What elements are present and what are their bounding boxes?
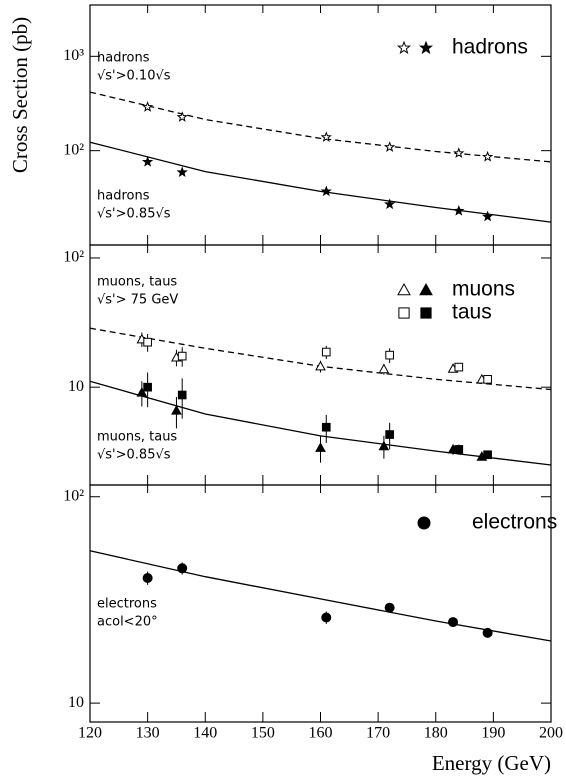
annotation: √s'>0.85√s [97, 448, 171, 463]
y-tick-label: 10² [63, 249, 84, 266]
x-tick-label: 140 [193, 725, 217, 742]
annotation: muons, taus [97, 275, 177, 290]
legend-label: muons [452, 278, 515, 301]
star-marker [320, 131, 332, 142]
fit-curve [89, 141, 552, 223]
square-marker [454, 362, 464, 372]
square-marker [483, 450, 492, 460]
triangle-marker [397, 282, 411, 296]
annotation: √s'>0.85√s [97, 207, 171, 222]
legend-label: taus [452, 301, 492, 324]
square-marker [398, 307, 410, 319]
circle-marker [417, 516, 431, 530]
fit-curve [89, 91, 552, 163]
square-marker [321, 422, 331, 432]
x-tick-label: 170 [366, 725, 390, 742]
star-marker [453, 204, 465, 216]
square-marker [321, 347, 331, 357]
star-marker [384, 198, 396, 210]
x-tick-label: 130 [136, 725, 160, 742]
star-marker [384, 141, 396, 153]
square-marker [143, 337, 152, 347]
y-tick-label: 10³ [63, 47, 84, 64]
star-marker [320, 185, 332, 197]
x-tick-label: 190 [481, 725, 505, 742]
triangle-marker [136, 386, 148, 397]
triangle-marker [315, 360, 326, 371]
triangle-marker [378, 440, 390, 451]
star-marker [481, 210, 494, 222]
legend-label: hadrons [452, 36, 528, 59]
star-marker [453, 147, 465, 158]
triangle-marker [419, 282, 433, 296]
x-tick-label: 160 [309, 725, 333, 742]
x-tick-label: 150 [251, 725, 275, 742]
square-marker [177, 390, 187, 400]
triangle-marker [171, 404, 182, 415]
annotation: √s'>0.10√s [97, 69, 171, 84]
y-tick-label: 10² [63, 487, 84, 504]
circle-marker [482, 627, 493, 638]
square-marker [483, 375, 492, 384]
square-marker [420, 307, 432, 319]
legend-label: electrons [472, 511, 557, 534]
square-marker [385, 430, 394, 439]
annotation: acol<20° [97, 615, 158, 630]
circle-marker [142, 572, 153, 583]
star-marker [418, 40, 434, 55]
x-axis-label: Energy (GeV) [432, 751, 551, 775]
star-marker [141, 155, 154, 167]
circle-marker [384, 602, 395, 613]
x-tick-label: 180 [424, 725, 448, 742]
star-marker [176, 111, 188, 122]
circle-marker [321, 612, 332, 623]
x-tick-label: 120 [78, 725, 102, 742]
y-tick-label: 10² [63, 141, 84, 158]
x-tick-label: 200 [539, 725, 563, 742]
annotation: electrons [97, 597, 157, 612]
y-tick-label: 10 [68, 378, 84, 395]
fit-curve [89, 550, 552, 642]
triangle-marker [378, 363, 390, 374]
triangle-marker [315, 442, 326, 452]
square-marker [385, 350, 394, 360]
circle-marker [448, 617, 459, 628]
annotation: hadrons [97, 51, 150, 66]
annotation: √s'> 75 GeV [97, 293, 178, 308]
square-marker [143, 382, 152, 392]
square-marker [454, 445, 464, 454]
star-marker [481, 150, 494, 162]
y-axis-label: Cross Section (pb) [8, 17, 32, 173]
circle-marker [177, 563, 188, 574]
annotation: muons, taus [97, 430, 177, 445]
star-marker [176, 166, 188, 178]
star-marker [141, 101, 154, 112]
square-marker [177, 351, 187, 361]
annotation: hadrons [97, 189, 150, 204]
star-marker [396, 40, 412, 55]
y-tick-label: 10 [68, 694, 84, 711]
